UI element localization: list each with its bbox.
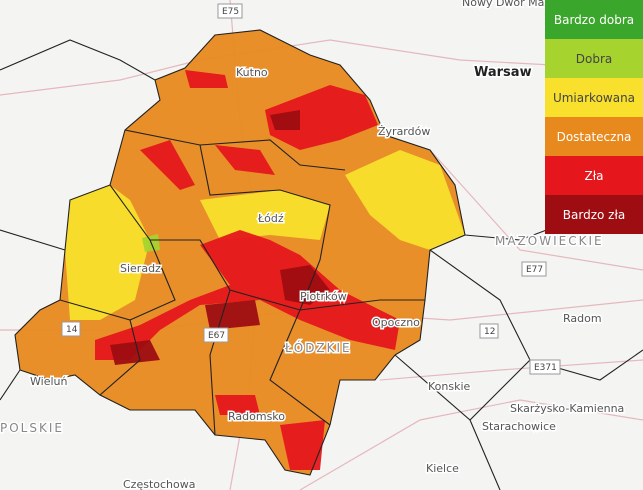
- place-label: Starachowice: [482, 420, 556, 433]
- zone-moderate: [345, 150, 465, 250]
- place-label: Łódź: [257, 212, 284, 225]
- zone-very-bad: [110, 340, 160, 365]
- legend-item: Bardzo dobra: [545, 0, 643, 39]
- zone-very-bad: [270, 110, 300, 130]
- legend-item: Dostateczna: [545, 117, 643, 156]
- place-label: Sieradz: [120, 262, 161, 275]
- region-label: POLSKIE: [0, 421, 64, 435]
- place-label: Radomsko: [228, 410, 285, 423]
- place-label: Wieluń: [30, 375, 67, 388]
- region-label: MAZOWIECKIE: [495, 234, 604, 248]
- zone-bad: [280, 420, 325, 470]
- legend-item: Bardzo zła: [545, 195, 643, 234]
- place-label: Radom: [563, 312, 602, 325]
- zone-bad: [185, 70, 228, 88]
- place-label: Konskie: [428, 380, 471, 393]
- road-shields: E75 E67 E77 E371 12 14: [61, 3, 561, 375]
- road-shield: 12: [484, 327, 495, 337]
- place-label: Żyrardów: [378, 125, 430, 138]
- road-shield: E67: [208, 331, 225, 341]
- zone-bad: [215, 145, 275, 175]
- place-label: Nowy Dwór Mazowiecki: [462, 0, 591, 9]
- place-label: Kielce: [426, 462, 459, 475]
- place-label: Kutno: [236, 66, 268, 79]
- zone-moderate: [65, 185, 150, 320]
- road-shield: 14: [66, 325, 78, 335]
- place-label: Skarżysko-Kamienna: [510, 402, 624, 415]
- place-label: Częstochowa: [123, 478, 195, 490]
- legend-item: Umiarkowana: [545, 78, 643, 117]
- place-labels: Nowy Dwór Mazowiecki Kutno Warsaw Żyrard…: [0, 0, 626, 490]
- legend-item: Zła: [545, 156, 643, 195]
- zone-bad: [215, 395, 260, 415]
- zone-moderate: [200, 190, 330, 240]
- road-shield: E371: [534, 363, 557, 373]
- region-label: ŁÓDZKIE: [284, 340, 352, 355]
- zone-bad: [140, 140, 195, 190]
- place-label: Warsaw: [474, 65, 532, 80]
- zone-very-bad: [280, 265, 330, 305]
- zone-very-bad: [205, 300, 260, 330]
- place-label: Opoczno: [372, 316, 420, 329]
- road-shield: E77: [526, 265, 543, 275]
- place-label: Piotrków: [300, 290, 347, 303]
- zone-bad: [265, 85, 378, 150]
- road-shield: E75: [222, 7, 239, 17]
- legend: Bardzo dobra Dobra Umiarkowana Dostateczna Z…: [545, 0, 643, 234]
- legend-item: Dobra: [545, 39, 643, 78]
